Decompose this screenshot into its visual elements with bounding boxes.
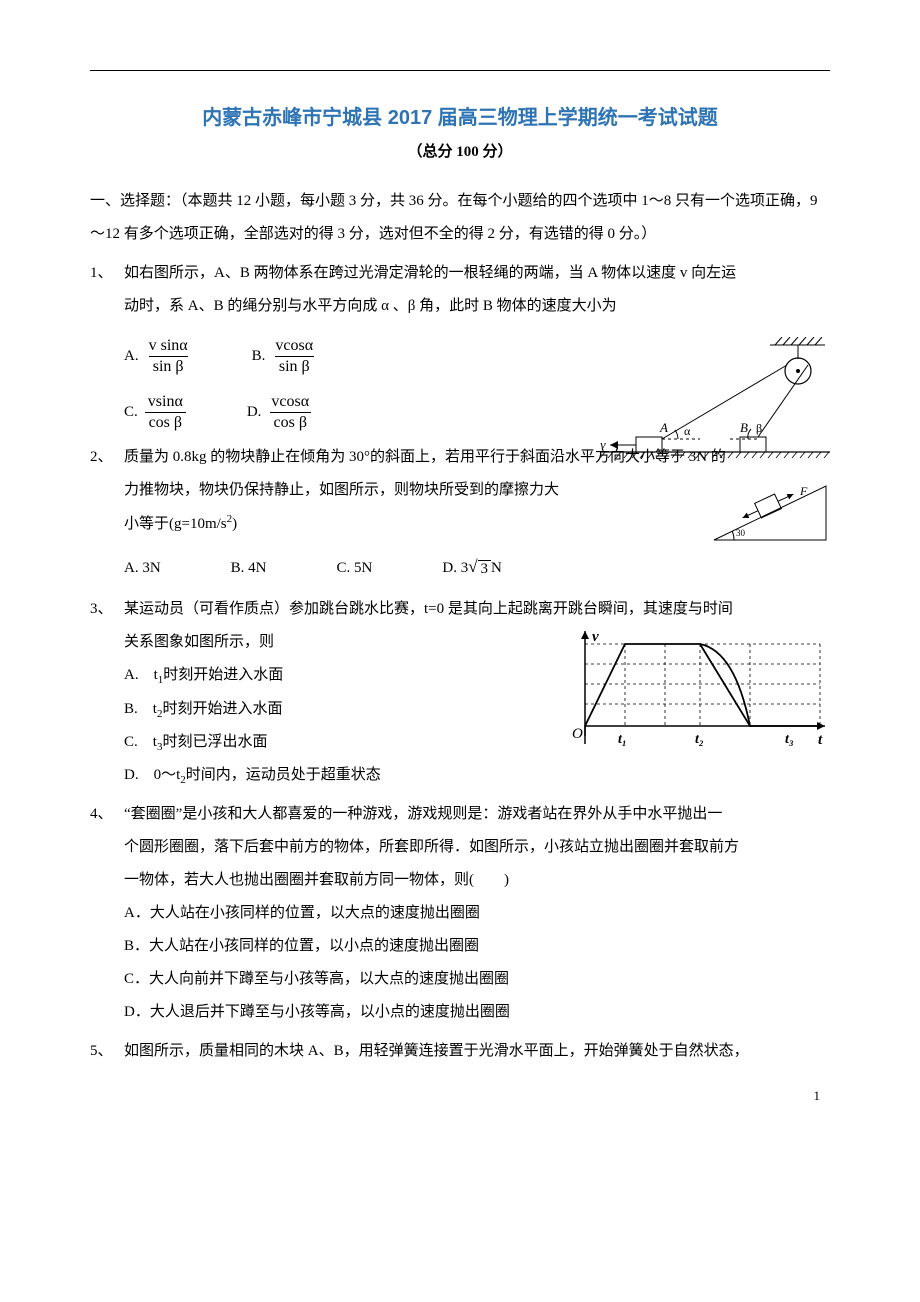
q4-option-a: A．大人站在小孩同样的位置，以大点的速度抛出圈圈	[90, 897, 830, 930]
q2-option-c: C. 5N	[337, 552, 373, 585]
q1-option-d: D. vcosαcos β	[247, 393, 313, 431]
q4-line3: 一物体，若大人也抛出圈圈并套取前方同一物体，则( )	[90, 864, 830, 897]
q3-figure: O v t t₁ t₂ t₃	[570, 626, 830, 756]
svg-text:t₃: t₃	[785, 732, 794, 747]
q3-number: 3、	[90, 593, 124, 626]
q2-number: 2、	[90, 441, 124, 474]
svg-text:F: F	[799, 484, 808, 498]
q4-option-b: B．大人站在小孩同样的位置，以小点的速度抛出圈圈	[90, 930, 830, 963]
svg-text:t₂: t₂	[695, 732, 704, 747]
question-5: 5、 如图所示，质量相同的木块 A、B，用轻弹簧连接置于光滑水平面上，开始弹簧处…	[90, 1035, 830, 1068]
q1-line2: 动时，系 A、B 的绳分别与水平方向成 α 、β 角，此时 B 物体的速度大小为	[90, 290, 830, 323]
svg-text:B: B	[740, 420, 748, 435]
q4-option-d: D．大人退后并下蹲至与小孩等高，以小点的速度抛出圈圈	[90, 996, 830, 1029]
section-heading: 一、选择题：（本题共 12 小题，每小题 3 分，共 36 分。在每个小题给的四…	[90, 185, 830, 251]
q4-line1: “套圈圈”是小孩和大人都喜爱的一种游戏，游戏规则是：游戏者站在界外从手中水平抛出…	[124, 806, 722, 822]
question-1: 1、 如右图所示，A、B 两物体系在跨过光滑定滑轮的一根轻绳的两端，当 A 物体…	[90, 257, 830, 431]
q1-option-c: C. vsinαcos β	[124, 393, 187, 431]
q4-number: 4、	[90, 798, 124, 831]
q2-line1: 质量为 0.8kg 的物块静止在倾角为 30°的斜面上，若用平行于斜面沿水平方向…	[124, 449, 726, 465]
q2-option-a: A. 3N	[124, 552, 161, 585]
q1-line1: 如右图所示，A、B 两物体系在跨过光滑定滑轮的一根轻绳的两端，当 A 物体以速度…	[124, 265, 736, 281]
svg-text:A: A	[659, 420, 668, 435]
page-number: 1	[90, 1088, 830, 1104]
q1-option-b: B. vcosαsin β	[252, 337, 317, 375]
svg-text:α: α	[684, 424, 691, 438]
svg-text:β: β	[756, 421, 762, 435]
q1-option-a: A. v sinαsin β	[124, 337, 192, 375]
page-title: 内蒙古赤峰市宁城县 2017 届高三物理上学期统一考试试题	[90, 101, 830, 130]
q2-figure: F 30	[710, 478, 830, 548]
page-subtitle: （总分 100 分）	[90, 140, 830, 161]
q5-line1: 如图所示，质量相同的木块 A、B，用轻弹簧连接置于光滑水平面上，开始弹簧处于自然…	[124, 1043, 749, 1059]
q4-line2: 个圆形圈圈，落下后套中前方的物体，所套即所得．如图所示，小孩站立抛出圈圈并套取前…	[90, 831, 830, 864]
q2-option-d: D. 3√3N	[442, 552, 502, 585]
question-4: 4、 “套圈圈”是小孩和大人都喜爱的一种游戏，游戏规则是：游戏者站在界外从手中水…	[90, 798, 830, 1029]
svg-text:O: O	[572, 726, 583, 742]
svg-text:v: v	[592, 629, 599, 645]
q5-number: 5、	[90, 1035, 124, 1068]
svg-text:30: 30	[736, 528, 746, 538]
q3-option-d: D. 0～t2时间内，运动员处于超重状态	[90, 759, 830, 792]
svg-text:t₁: t₁	[618, 732, 627, 747]
question-3: 3、 某运动员（可看作质点）参加跳台跳水比赛，t=0 是其向上起跳离开跳台瞬间，…	[90, 593, 830, 792]
q4-option-c: C．大人向前并下蹲至与小孩等高，以大点的速度抛出圈圈	[90, 963, 830, 996]
svg-text:t: t	[818, 732, 823, 748]
question-2: 2、 质量为 0.8kg 的物块静止在倾角为 30°的斜面上，若用平行于斜面沿水…	[90, 441, 830, 585]
q2-option-b: B. 4N	[231, 552, 267, 585]
q3-line1: 某运动员（可看作质点）参加跳台跳水比赛，t=0 是其向上起跳离开跳台瞬间，其速度…	[124, 601, 733, 617]
q1-number: 1、	[90, 257, 124, 290]
